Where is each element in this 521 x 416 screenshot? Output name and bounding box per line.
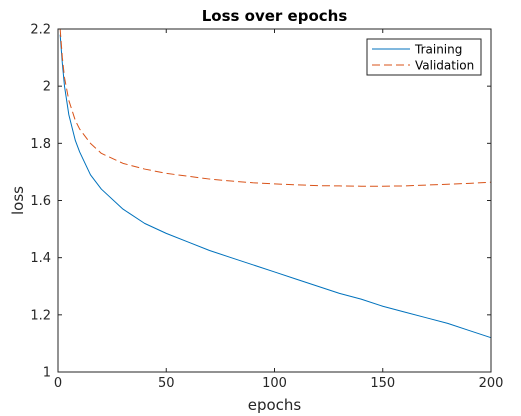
- y-tick-label-0: 1: [43, 366, 51, 381]
- legend: Training Validation: [366, 38, 482, 76]
- legend-box: [366, 38, 482, 76]
- y-axis-label: loss: [9, 186, 27, 215]
- y-axis: 1 1.2 1.4 1.6 1.8 2 2.2: [30, 23, 491, 381]
- y-tick-label-4: 1.8: [30, 137, 51, 152]
- y-tick-label-2: 1.4: [30, 251, 51, 266]
- series-line-training: [59, 34, 492, 339]
- y-tick-label-6: 2.2: [30, 23, 51, 38]
- x-axis-label: epochs: [248, 396, 302, 414]
- x-tick-label-4: 200: [479, 376, 504, 391]
- legend-label-training: Training: [414, 43, 462, 57]
- x-tick-label-0: 0: [54, 376, 62, 391]
- x-tick-label-1: 50: [158, 376, 175, 391]
- legend-label-validation: Validation: [415, 59, 474, 73]
- series-line-validation: [59, 28, 492, 187]
- y-tick-label-5: 2: [43, 80, 51, 95]
- y-tick-label-3: 1.6: [30, 194, 51, 209]
- chart-title: Loss over epochs: [202, 7, 348, 25]
- x-tick-label-2: 100: [262, 376, 287, 391]
- y-tick-label-1: 1.2: [30, 308, 51, 323]
- plot-area: [58, 29, 491, 372]
- x-axis: 0 50 100 150 200: [54, 29, 504, 391]
- x-tick-label-3: 150: [370, 376, 395, 391]
- series-layer: [59, 28, 492, 339]
